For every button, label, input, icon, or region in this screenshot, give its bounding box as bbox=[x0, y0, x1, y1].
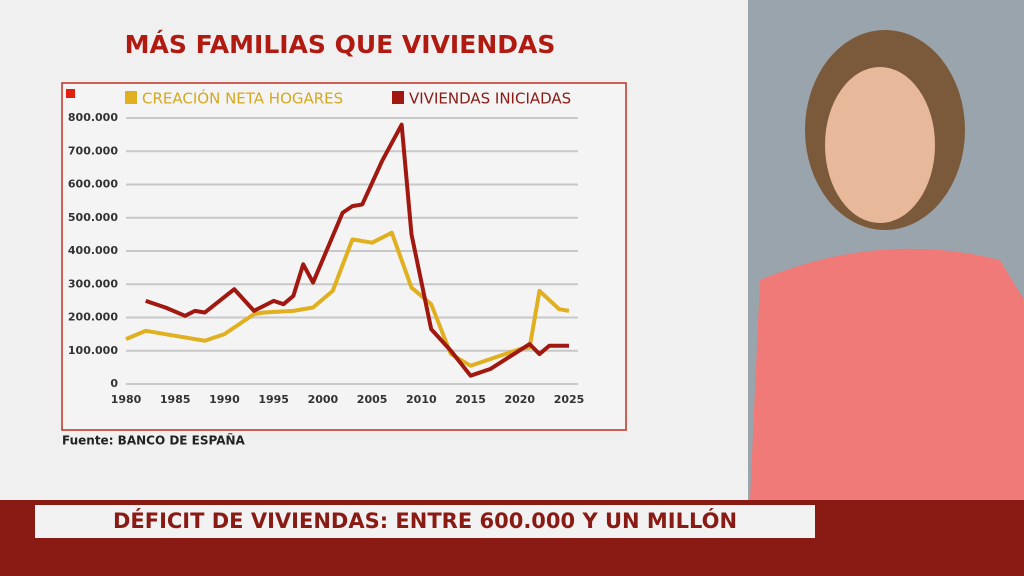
corner-mark bbox=[66, 89, 75, 98]
legend-label: CREACIÓN NETA HOGARES bbox=[142, 89, 343, 108]
shirt bbox=[750, 248, 1024, 500]
y-tick-label: 300.000 bbox=[68, 277, 118, 290]
x-tick-label: 2025 bbox=[554, 393, 585, 406]
y-tick-label: 700.000 bbox=[68, 144, 118, 157]
legend-swatch bbox=[392, 91, 404, 104]
x-tick-label: 2000 bbox=[308, 393, 339, 406]
y-tick-label: 800.000 bbox=[68, 111, 118, 124]
y-tick-label: 100.000 bbox=[68, 344, 118, 357]
legend-swatch bbox=[125, 91, 137, 104]
chart-title: MÁS FAMILIAS QUE VIVIENDAS bbox=[125, 30, 556, 59]
x-tick-label: 2020 bbox=[504, 393, 535, 406]
y-tick-label: 600.000 bbox=[68, 178, 118, 191]
banner-text: DÉFICIT DE VIVIENDAS: ENTRE 600.000 Y UN… bbox=[113, 508, 737, 533]
banner-box bbox=[35, 505, 815, 538]
legend-label: VIVIENDAS INICIADAS bbox=[409, 90, 571, 108]
face bbox=[825, 67, 935, 223]
series-line bbox=[145, 122, 569, 378]
x-tick-label: 2005 bbox=[357, 393, 388, 406]
x-tick-label: 2010 bbox=[406, 393, 437, 406]
x-tick-label: 1995 bbox=[258, 393, 289, 406]
x-tick-label: 2015 bbox=[455, 393, 486, 406]
y-tick-label: 200.000 bbox=[68, 311, 118, 324]
y-tick-label: 400.000 bbox=[68, 244, 118, 257]
x-tick-label: 1985 bbox=[160, 393, 191, 406]
y-tick-label: 500.000 bbox=[68, 211, 118, 224]
x-tick-label: 1980 bbox=[111, 393, 142, 406]
y-tick-label: 0 bbox=[110, 377, 118, 390]
x-tick-label: 1990 bbox=[209, 393, 240, 406]
source: Fuente: BANCO DE ESPAÑA bbox=[62, 433, 246, 448]
